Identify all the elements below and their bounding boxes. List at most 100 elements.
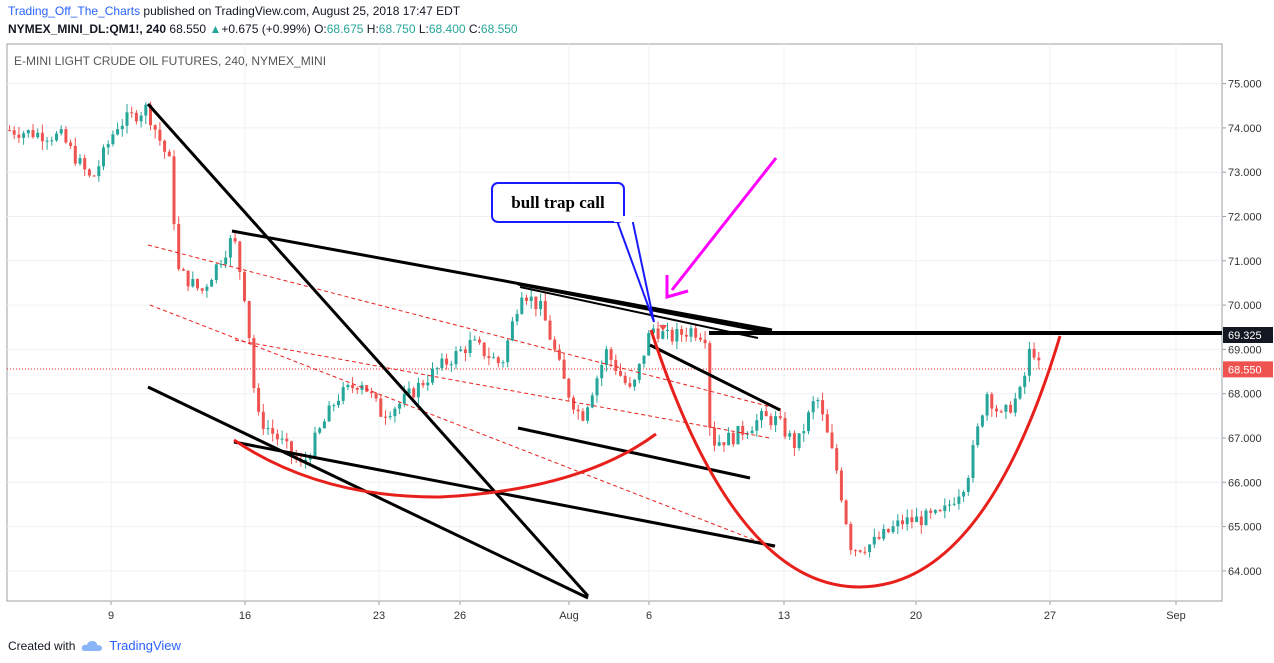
candle-body [219,264,223,266]
candle-body [266,428,270,430]
candle-body [854,550,857,552]
candle-body [275,433,279,440]
candle-body [402,393,406,404]
candle-body [313,432,317,457]
candle-body [388,416,392,418]
candle-body [731,432,735,445]
candle-body [708,343,712,428]
price-chart[interactable]: E-MINI LIGHT CRUDE OIL FUTURES, 240, NYM… [0,0,1274,635]
candle-body [1032,348,1036,358]
y-tick-label: 73.000 [1228,167,1262,179]
trendline [231,229,773,332]
candle-body [482,342,486,357]
candle-body [901,520,904,525]
candle-body [689,328,693,337]
candle-body [412,388,416,398]
candle-body [196,278,199,289]
candle-body [1027,348,1031,376]
candle-body [36,132,40,138]
y-tick-label: 67.000 [1228,433,1262,445]
candle-body [525,297,528,301]
candle-body [976,426,980,446]
candle-body [534,296,538,310]
candle-body [12,130,16,135]
grid [7,44,1222,601]
candle-body [45,140,49,142]
candle-body [167,151,171,157]
candle-body [868,544,872,553]
candle-body [421,382,425,386]
candle-body [628,383,632,387]
candle-body [318,428,322,433]
candle-body [191,278,195,287]
candle-body [205,286,209,291]
candle-body [539,300,543,310]
candle-body [543,300,547,321]
candle-body [943,505,947,512]
time-axis[interactable]: 9 16 23 26 Aug 6 13 20 27 Sep [108,601,1186,622]
x-tick-label: Sep [1166,610,1186,622]
candle-body [802,431,806,434]
price-axis[interactable]: 64.000 65.000 66.000 67.000 68.000 69.000 70.0… [1222,79,1262,578]
candle-body [473,339,477,341]
candle-body [839,470,843,501]
candle-body [590,395,594,408]
price-labels: 69.325 68.550 [1223,327,1273,378]
candle-body [872,536,876,545]
candle-body [369,391,373,394]
close-value: 68.550 [480,22,518,36]
candle-body [50,140,54,142]
candle-body [774,416,778,426]
candle-body [886,528,890,533]
candle-body [341,387,345,401]
candle-body [619,371,622,376]
candle-body [642,355,646,364]
candle-body [26,130,30,134]
candle-body [116,129,120,135]
candle-body [633,379,637,387]
y-tick-label: 71.000 [1228,256,1262,268]
candle-body [915,516,919,523]
candle-body [995,408,998,412]
candle-body [87,169,91,176]
price-label: 69.325 [1228,330,1262,342]
author-link[interactable]: Trading_Off_The_Charts [8,4,141,18]
candle-body [257,387,261,412]
y-tick-label: 75.000 [1228,79,1262,91]
callout-text: bull trap call [511,193,605,212]
candle-body [31,130,35,138]
candle-body [261,411,265,429]
candle-body [727,432,731,446]
candle-body [1037,357,1041,361]
candle-body [741,425,745,435]
candle-body [962,491,966,497]
candle-body [304,459,308,463]
y-tick-label: 65.000 [1228,522,1262,534]
candle-body [285,438,289,442]
tradingview-link[interactable]: TradingView [109,638,181,653]
candle-body [760,411,763,421]
candle-body [8,130,11,132]
candle-body [149,104,152,126]
candle-body [92,175,96,177]
publish-line: Trading_Off_The_Charts published on Trad… [8,4,460,18]
candle-body [407,388,411,394]
candle-body [426,382,430,386]
candle-body [999,411,1003,413]
candle-body [55,133,58,141]
candle-body [581,411,585,421]
candle-body [985,394,989,416]
candle-body [647,333,651,356]
down-marker-icon [659,325,667,331]
candle-body [158,129,162,141]
candle-body [910,517,914,523]
candle-body [750,430,754,434]
candle-body [529,296,533,301]
candle-body [506,340,510,363]
candle-body [445,358,449,365]
candle-body [228,238,232,258]
candle-body [562,359,566,379]
low-value: 68.400 [428,22,466,36]
plot-area [6,43,1223,602]
candle-body [130,112,134,114]
